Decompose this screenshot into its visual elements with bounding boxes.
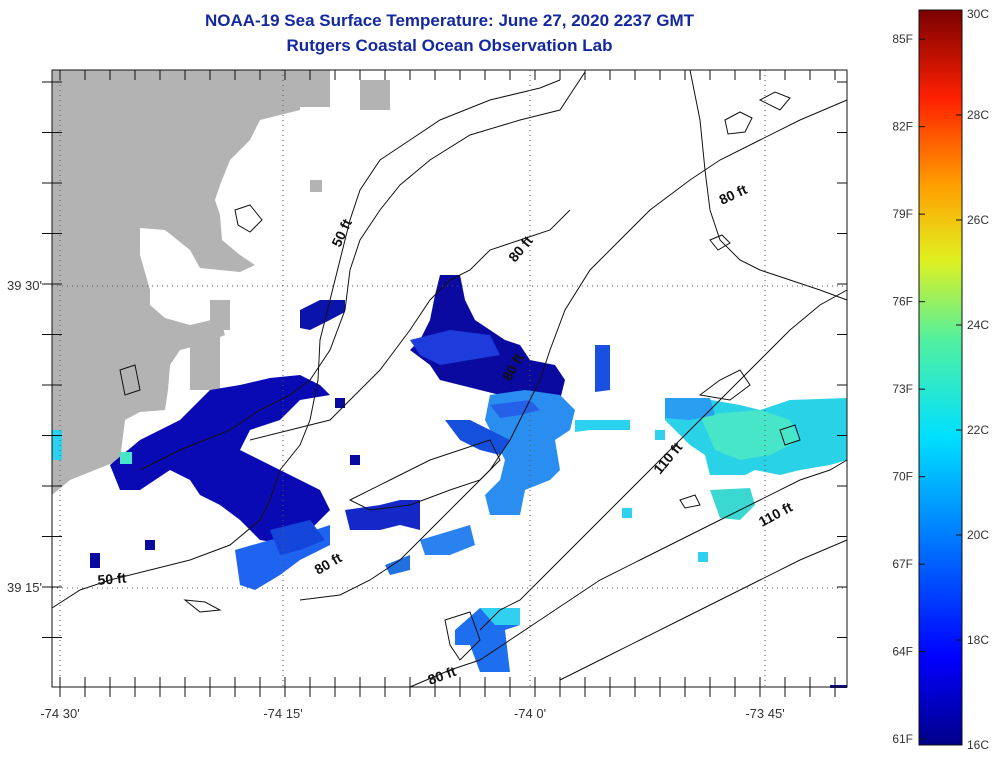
x-tick-label: -74 0' [514, 706, 546, 721]
land-mask [52, 70, 390, 495]
map-title: NOAA-19 Sea Surface Temperature: June 27… [204, 11, 695, 30]
colorbar-gradient [918, 9, 963, 746]
colorbar-fahrenheit-label: 85F [892, 32, 913, 46]
colorbar-fahrenheit-label: 73F [892, 382, 913, 396]
colorbar-celsius-label: 20C [967, 528, 989, 542]
colorbar-celsius-label: 16C [967, 738, 989, 752]
colorbar-fahrenheit-label: 79F [892, 207, 913, 221]
plot-frame [51, 69, 848, 688]
colorbar-fahrenheit-label: 70F [892, 470, 913, 484]
colorbar-fahrenheit-label: 82F [892, 120, 913, 134]
x-tick-label: -73 45' [745, 706, 784, 721]
y-tick-label: 39 15' [7, 580, 42, 595]
x-tick-label: -74 30' [40, 706, 79, 721]
temperature-colorbar: 30C 28C 26C 24C 22C 20C 18C 16C 85F 82F 79F 76F 73F… [892, 7, 989, 752]
colorbar-fahrenheit-label: 67F [892, 557, 913, 571]
contour-label: 50 ft [97, 570, 127, 588]
colorbar-celsius-label: 30C [967, 7, 989, 21]
colorbar-celsius-label: 28C [967, 108, 989, 122]
sst-pixels [52, 275, 847, 688]
y-tick-label: 39 30' [7, 278, 42, 293]
colorbar-fahrenheit-label: 64F [892, 645, 913, 659]
x-tick-label: -74 15' [263, 706, 302, 721]
colorbar-fahrenheit-label: 61F [892, 732, 913, 746]
colorbar-celsius-label: 24C [967, 318, 989, 332]
axis-ticks [42, 70, 847, 697]
y-axis-labels: 39 30' 39 15' [7, 278, 42, 595]
colorbar-celsius-label: 18C [967, 633, 989, 647]
colorbar-celsius-label: 26C [967, 213, 989, 227]
colorbar-fahrenheit-label: 76F [892, 295, 913, 309]
map-subtitle: Rutgers Coastal Ocean Observation Lab [286, 36, 613, 55]
colorbar-celsius-label: 22C [967, 423, 989, 437]
x-axis-labels: -74 30' -74 15' -74 0' -73 45' [40, 706, 784, 721]
